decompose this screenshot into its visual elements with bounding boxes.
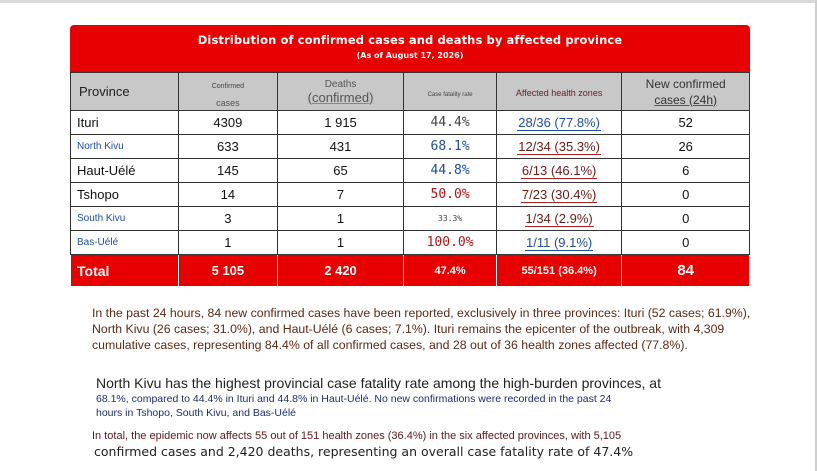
case-fatality-rate: 50.0% <box>403 182 497 207</box>
table-header-row: Province Confirmed cases Deaths (confirm… <box>69 72 750 111</box>
table-subtitle-date: (As of August 17, 2026) <box>356 51 464 60</box>
confirmed-cases: 14 <box>178 182 278 207</box>
table-total-row: Total 5 105 2 420 47.4% 55/151 (36.4%) 8… <box>69 254 750 287</box>
province-cases-table: Province Confirmed cases Deaths (confirm… <box>69 72 750 287</box>
new-cases: 0 <box>621 206 750 231</box>
new-cases: 0 <box>621 182 750 207</box>
header-confirmed: Confirmed cases <box>178 72 278 111</box>
total-zones: 55/151 (36.4%) <box>495 254 623 287</box>
confirmed-cases: 633 <box>178 134 278 159</box>
affected-zones-value: 1/11 (9.1%) <box>525 235 594 251</box>
case-fatality-rate: 33.3% <box>403 206 497 231</box>
new-cases: 26 <box>621 134 750 159</box>
province-name: Tshopo <box>69 182 180 207</box>
case-fatality-rate: 100.0% <box>403 230 497 255</box>
case-fatality-rate: 44.8% <box>403 158 497 183</box>
affected-zones: 28/36 (77.8%) <box>495 110 623 135</box>
province-name: Bas-Uélé <box>69 230 180 255</box>
total-confirmed: 5 105 <box>178 254 278 287</box>
header-zones: Affected health zones <box>495 72 623 111</box>
deaths: 7 <box>276 182 405 207</box>
top-border <box>0 0 817 3</box>
case-fatality-rate: 68.1% <box>403 134 497 159</box>
header-new-top: New confirmed <box>645 76 726 91</box>
new-cases: 52 <box>621 110 750 135</box>
table-row: Ituri 4309 1 915 44.4% 28/36 (77.8%) 52 <box>69 110 750 135</box>
affected-zones: 12/34 (35.3%) <box>495 134 623 159</box>
affected-zones: 1/11 (9.1%) <box>495 230 623 255</box>
table-row: North Kivu 633 431 68.1% 12/34 (35.3%) 2… <box>69 134 750 159</box>
new-cases: 0 <box>621 230 750 255</box>
header-deaths-bottom: (confirmed) <box>307 89 374 105</box>
right-border <box>815 0 817 471</box>
affected-zones: 1/34 (2.9%) <box>495 206 623 231</box>
table-row: South Kivu 3 1 33.3% 1/34 (2.9%) 0 <box>69 206 750 231</box>
confirmed-cases: 145 <box>178 158 278 183</box>
summary-paragraph-2-line-2: 68.1%, compared to 44.4% in Ituri and 44… <box>96 393 612 405</box>
deaths: 431 <box>276 134 405 159</box>
header-zones-label: Affected health zones <box>515 87 603 98</box>
deaths: 1 <box>276 230 405 255</box>
affected-zones-value: 12/34 (35.3%) <box>517 139 601 155</box>
header-province: Province <box>69 72 180 111</box>
header-new-cases: New confirmed cases (24h) <box>621 72 750 111</box>
affected-zones-value: 28/36 (77.8%) <box>517 115 601 131</box>
affected-zones: 6/13 (46.1%) <box>495 158 623 183</box>
affected-zones-value: 7/23 (30.4%) <box>520 187 598 203</box>
province-name: Ituri <box>69 110 180 135</box>
province-name: North Kivu <box>69 134 180 159</box>
total-label: Total <box>69 254 180 287</box>
deaths: 1 915 <box>276 110 405 135</box>
affected-zones-value: 1/34 (2.9%) <box>524 211 594 227</box>
deaths: 1 <box>276 206 405 231</box>
header-deaths: Deaths (confirmed) <box>276 72 405 111</box>
case-fatality-rate: 44.4% <box>403 110 497 135</box>
confirmed-cases: 4309 <box>178 110 278 135</box>
header-deaths-top: Deaths <box>324 78 357 90</box>
confirmed-cases: 3 <box>178 206 278 231</box>
table-row: Bas-Uélé 1 1 100.0% 1/11 (9.1%) 0 <box>69 230 750 255</box>
summary-paragraph-3-line-1: In total, the epidemic now affects 55 ou… <box>92 430 622 442</box>
table-title: Distribution of confirmed cases and deat… <box>197 33 623 47</box>
table-title-banner: Distribution of confirmed cases and deat… <box>70 25 750 72</box>
affected-zones-value: 6/13 (46.1%) <box>520 163 598 179</box>
affected-zones: 7/23 (30.4%) <box>495 182 623 207</box>
table-row: Tshopo 14 7 50.0% 7/23 (30.4%) 0 <box>69 182 750 207</box>
table-row: Haut-Uélé 145 65 44.8% 6/13 (46.1%) 6 <box>69 158 750 183</box>
summary-paragraph-2-line-1: North Kivu has the highest provincial ca… <box>96 375 661 391</box>
summary-paragraph-2-line-3: hours in Tshopo, South Kivu, and Bas-Uél… <box>96 407 297 419</box>
new-cases: 6 <box>621 158 750 183</box>
header-confirmed-bottom: cases <box>216 98 240 108</box>
province-name: Haut-Uélé <box>69 158 180 183</box>
header-cfr: Case fatality rate <box>403 72 497 111</box>
header-confirmed-top: Confirmed <box>211 83 245 90</box>
total-new-cases: 84 <box>621 254 750 287</box>
header-new-bottom: cases (24h) <box>654 92 718 107</box>
total-cfr: 47.4% <box>403 254 497 287</box>
deaths: 65 <box>276 158 405 183</box>
summary-paragraph-1: In the past 24 hours, 84 new confirmed c… <box>92 306 751 352</box>
header-cfr-label: Case fatality rate <box>427 91 473 98</box>
summary-paragraph-3-line-2: confirmed cases and 2,420 deaths, repres… <box>94 444 634 459</box>
province-name: South Kivu <box>69 206 180 231</box>
total-deaths: 2 420 <box>276 254 405 287</box>
confirmed-cases: 1 <box>178 230 278 255</box>
